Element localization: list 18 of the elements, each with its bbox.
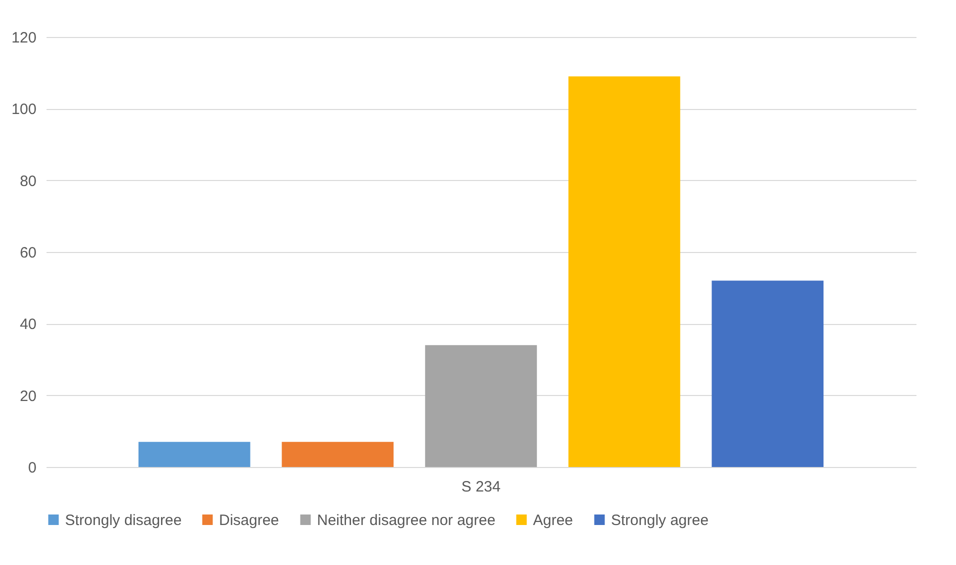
bar — [568, 76, 680, 467]
y-tick-label: 100 — [11, 101, 36, 118]
legend-label: Disagree — [219, 512, 280, 529]
y-tick-label: 20 — [20, 388, 36, 405]
bar — [138, 442, 250, 467]
legend-label: Strongly agree — [611, 512, 709, 529]
bar — [282, 442, 394, 467]
legend-label: Strongly disagree — [65, 512, 182, 529]
legend-label: Neither disagree nor agree — [317, 512, 496, 529]
y-tick-label: 120 — [11, 30, 36, 46]
bar — [712, 280, 824, 467]
y-tick-label: 80 — [20, 172, 36, 190]
y-tick-label: 60 — [20, 244, 36, 262]
y-tick-label: 40 — [20, 316, 36, 334]
x-tick-label: S 234 — [461, 478, 501, 496]
y-tick-label: 0 — [28, 460, 36, 476]
bar — [425, 345, 537, 467]
legend-label: Agree — [533, 512, 574, 529]
